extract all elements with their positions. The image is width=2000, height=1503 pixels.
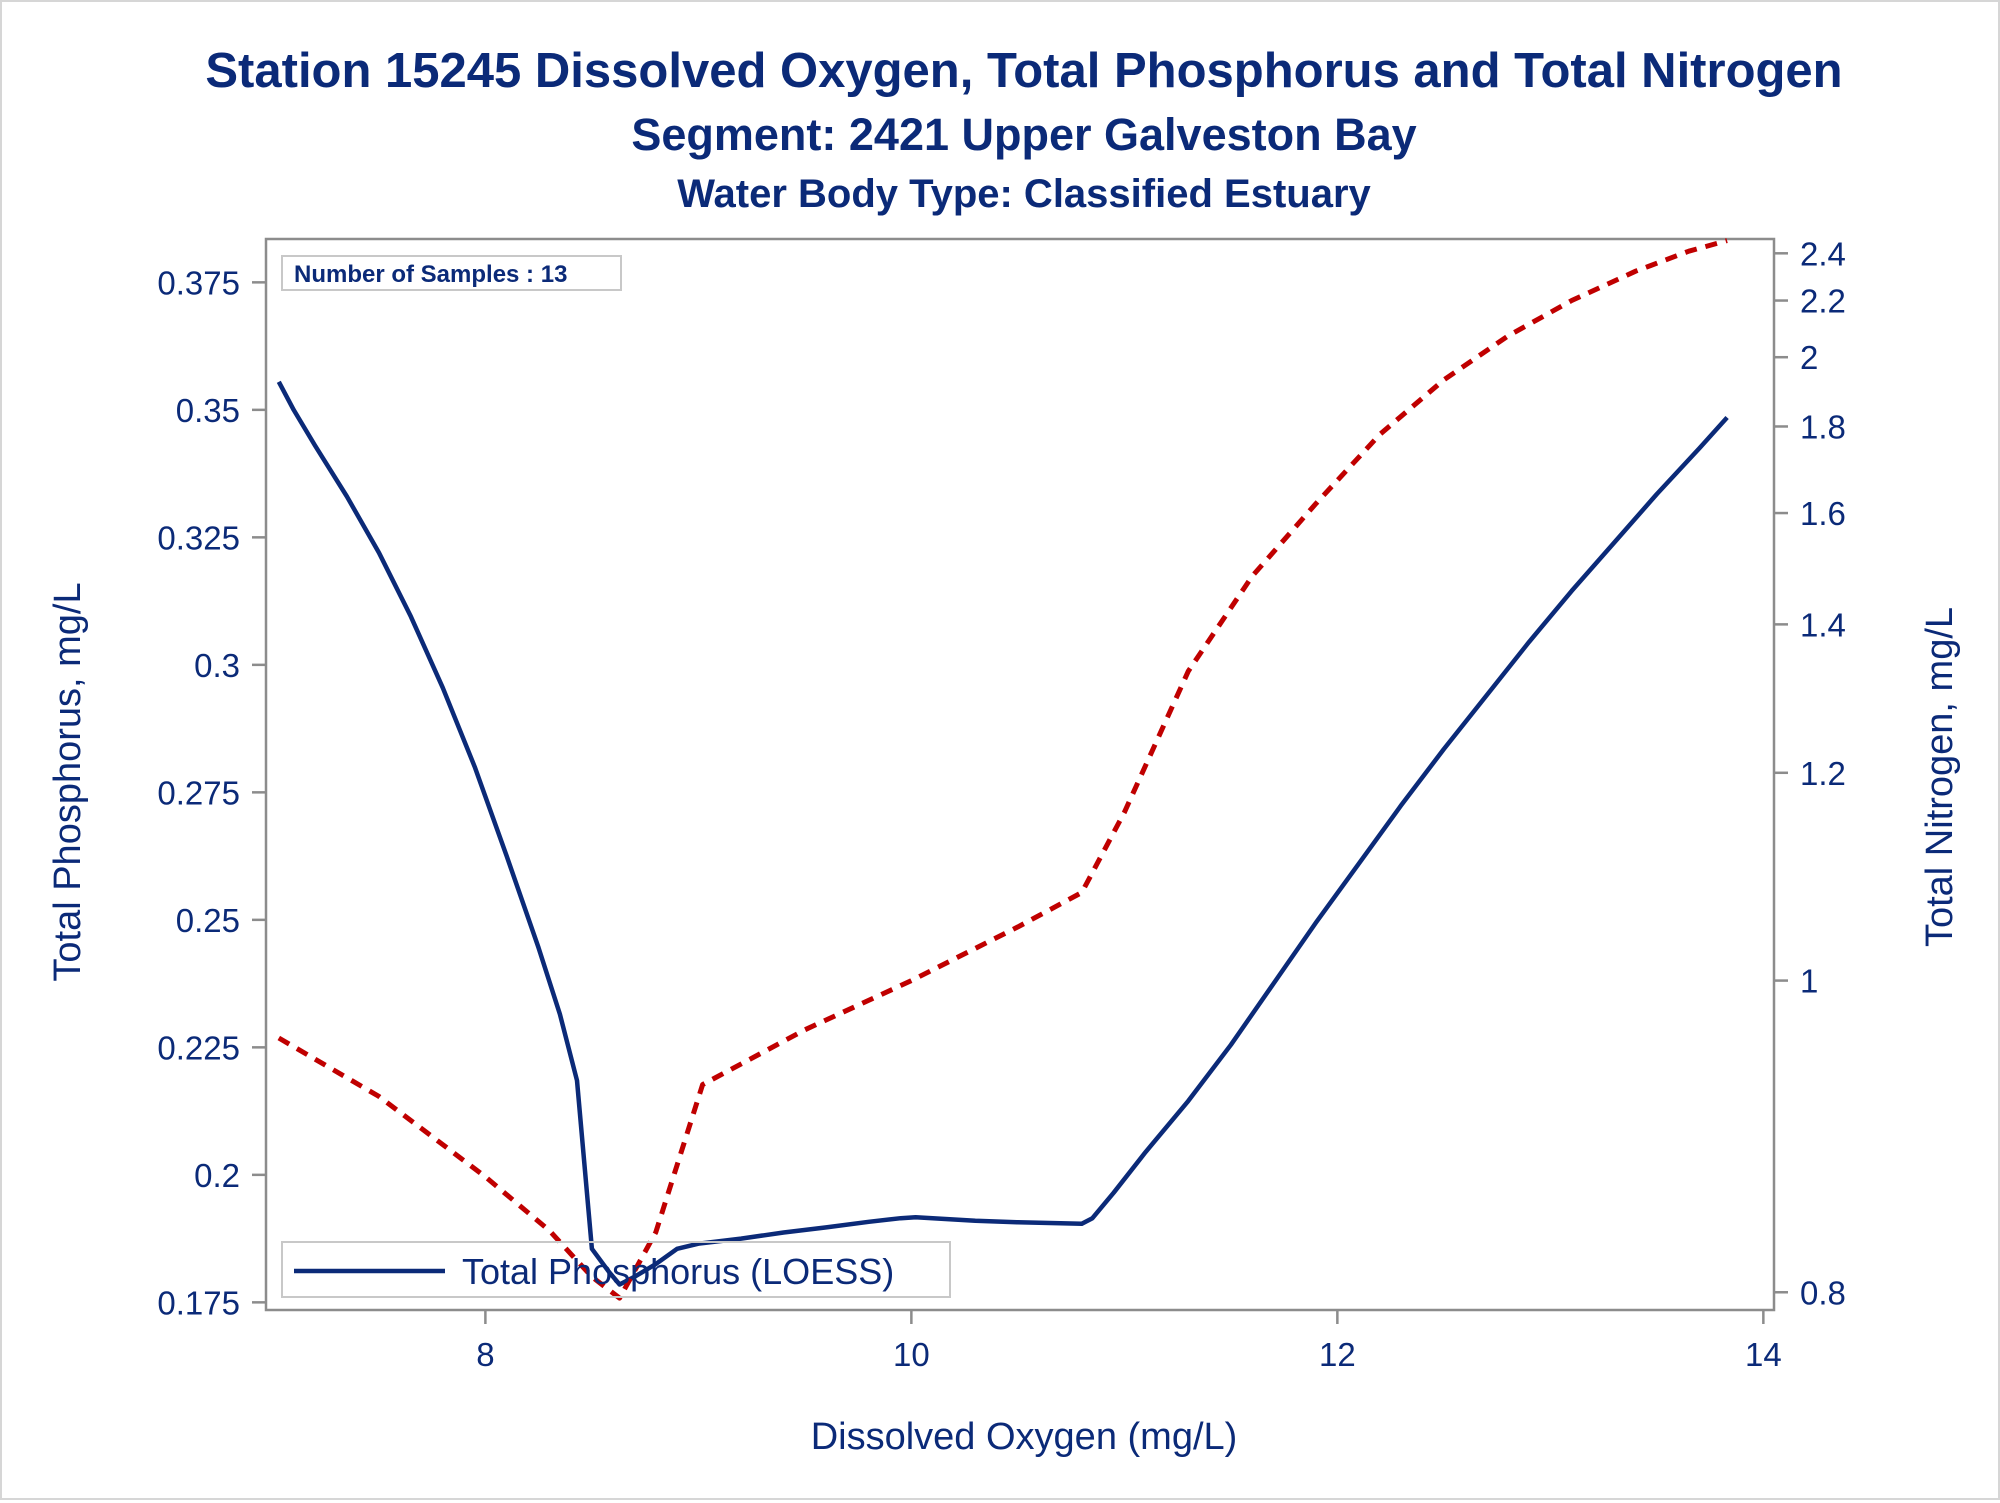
y2-tick-label-0: 2.4 (1800, 235, 1846, 272)
sample-count-box (281, 255, 622, 291)
legend-label: Total Phosphorus (LOESS) (462, 1251, 894, 1292)
y2-tick-label-8: 0.8 (1800, 1274, 1846, 1311)
chart-subtitle-2: Water Body Type: Classified Estuary (677, 172, 1371, 216)
y2-tick-label-2: 2 (1800, 339, 1818, 376)
y-axis-label: Total Phosphorus, mg/L (47, 582, 89, 981)
y-axis-right: 2.4 2.2 2 1.8 1.6 1.4 1.2 1 0.8 (1774, 235, 1846, 1311)
y2-tick-label-6: 1.2 (1800, 755, 1846, 792)
series-layer (276, 238, 1729, 1301)
y2-tick-label-1: 2.2 (1800, 283, 1846, 320)
y2-axis-label: Total Nitrogen, mg/L (1919, 607, 1961, 947)
y2-tick-label-4: 1.6 (1800, 495, 1846, 532)
plot-area (264, 237, 1776, 1312)
x-tick-label-1: 10 (893, 1336, 930, 1373)
x-tick-label-3: 14 (1745, 1336, 1782, 1373)
series-line-0 (276, 380, 1729, 1287)
y-axis-left: 0.375 0.35 0.325 0.3 0.275 0.25 0.225 0.2 0.175 (157, 264, 266, 1321)
x-tick-label-2: 12 (1319, 1336, 1356, 1373)
legend-box (281, 1241, 951, 1298)
y-tick-label-6: 0.225 (157, 1029, 240, 1066)
chart-subtitle: Segment: 2421 Upper Galveston Bay (631, 109, 1416, 160)
x-axis-label: Dissolved Oxygen (mg/L) (811, 1416, 1238, 1458)
chart-title: Station 15245 Dissolved Oxygen, Total Ph… (205, 44, 1842, 98)
y2-tick-label-5: 1.4 (1800, 606, 1846, 643)
y2-tick-label-3: 1.8 (1800, 408, 1846, 445)
y-tick-label-0: 0.375 (157, 264, 240, 301)
y-tick-label-5: 0.25 (176, 902, 240, 939)
x-tick-label-0: 8 (476, 1336, 494, 1373)
y-tick-label-4: 0.275 (157, 774, 240, 811)
y2-tick-label-7: 1 (1800, 963, 1818, 1000)
legend: Total Phosphorus (LOESS) (281, 1241, 951, 1298)
y-tick-label-1: 0.35 (176, 392, 240, 429)
sample-count-text: Number of Samples : 13 (294, 261, 567, 288)
y-tick-label-3: 0.3 (194, 647, 240, 684)
y-tick-label-7: 0.2 (194, 1157, 240, 1194)
y-tick-label-2: 0.325 (157, 519, 240, 556)
y-tick-label-8: 0.175 (157, 1284, 240, 1321)
x-axis: 8 10 12 14 (476, 1310, 1782, 1373)
